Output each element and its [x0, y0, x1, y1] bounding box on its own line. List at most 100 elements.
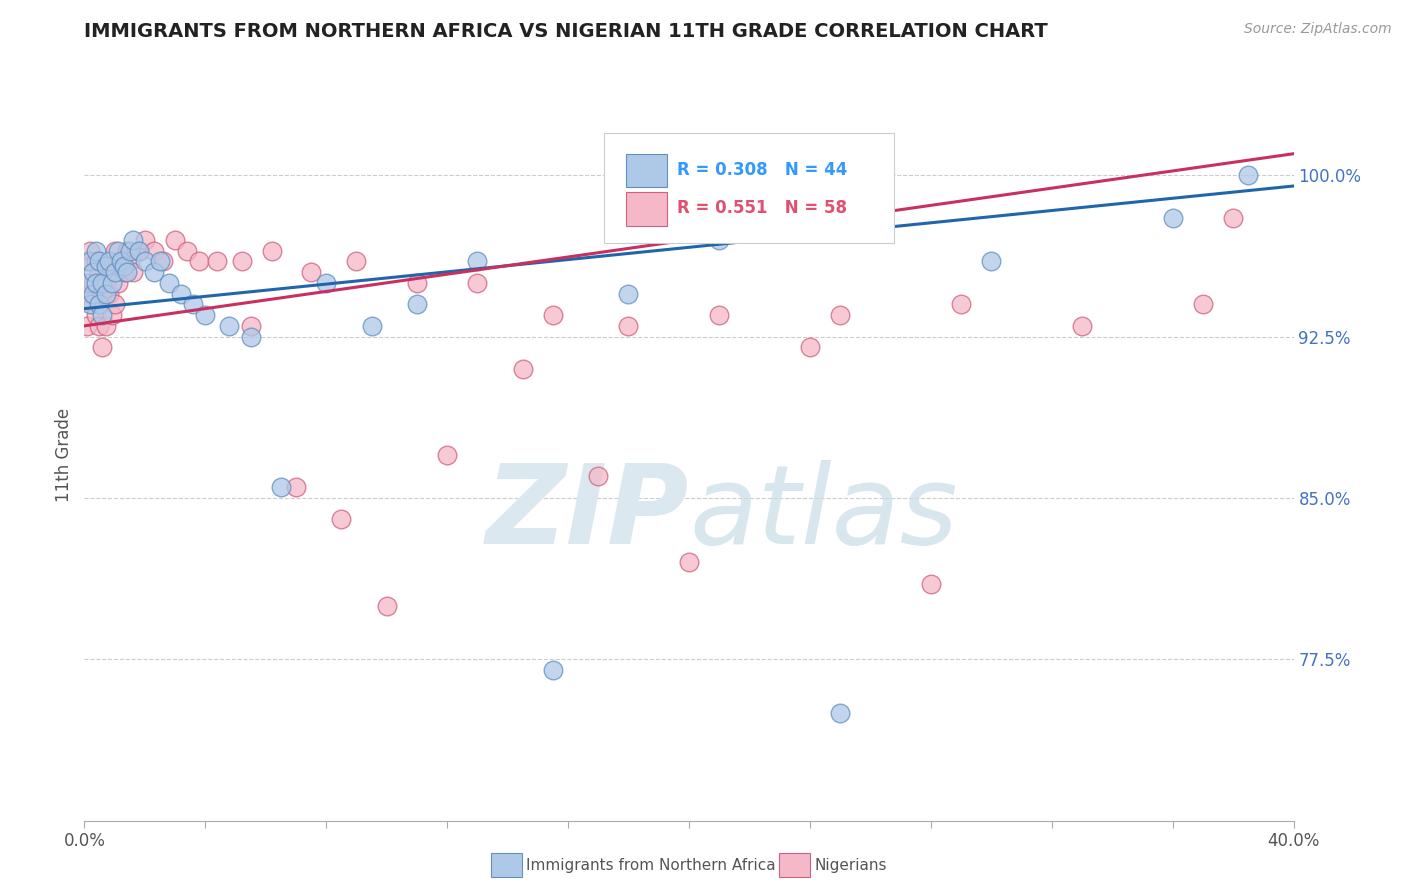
Point — [115, 244, 138, 258]
Text: Immigrants from Northern Africa: Immigrants from Northern Africa — [526, 858, 776, 872]
FancyBboxPatch shape — [605, 133, 894, 243]
Point — [76, 276, 98, 290]
Point — [239, 329, 262, 343]
Point — [91, 308, 114, 322]
Point — [512, 362, 534, 376]
Point — [207, 254, 229, 268]
Point — [89, 254, 111, 268]
Point — [830, 706, 852, 720]
Point — [91, 340, 114, 354]
Point — [541, 663, 564, 677]
Point — [97, 286, 120, 301]
Point — [406, 297, 429, 311]
Point — [950, 297, 973, 311]
Text: ZIP: ZIP — [485, 460, 689, 567]
Text: IMMIGRANTS FROM NORTHERN AFRICA VS NIGERIAN 11TH GRADE CORRELATION CHART: IMMIGRANTS FROM NORTHERN AFRICA VS NIGER… — [84, 22, 1047, 41]
Point — [79, 297, 101, 311]
Point — [94, 276, 117, 290]
Point — [107, 244, 129, 258]
Point — [104, 244, 127, 258]
Point — [709, 233, 731, 247]
Point — [91, 276, 114, 290]
Point — [128, 244, 150, 258]
Point — [346, 254, 368, 268]
Point — [142, 265, 165, 279]
Point — [110, 254, 132, 268]
Point — [94, 286, 117, 301]
FancyBboxPatch shape — [626, 153, 668, 187]
Point — [110, 254, 132, 268]
Text: R = 0.551   N = 58: R = 0.551 N = 58 — [676, 200, 846, 218]
Point — [799, 340, 821, 354]
Point — [86, 254, 108, 268]
Point — [830, 308, 852, 322]
Point — [406, 276, 429, 290]
Point — [115, 265, 138, 279]
Point — [89, 265, 111, 279]
Point — [152, 254, 174, 268]
Point — [218, 318, 240, 333]
Point — [142, 244, 165, 258]
Y-axis label: 11th Grade: 11th Grade — [55, 408, 73, 502]
Point — [104, 297, 127, 311]
Point — [176, 244, 198, 258]
Point — [436, 448, 458, 462]
Point — [86, 244, 108, 258]
Point — [82, 286, 104, 301]
Point — [149, 254, 172, 268]
Point — [82, 276, 104, 290]
Point — [79, 286, 101, 301]
Point — [100, 259, 122, 273]
Point — [94, 318, 117, 333]
Point — [76, 254, 98, 268]
Point — [315, 276, 337, 290]
Point — [89, 318, 111, 333]
Point — [112, 259, 135, 273]
Point — [285, 480, 308, 494]
Point — [86, 308, 108, 322]
Point — [709, 308, 731, 322]
Point — [588, 469, 610, 483]
Point — [165, 233, 187, 247]
Point — [76, 318, 98, 333]
Point — [330, 512, 353, 526]
Point — [617, 318, 640, 333]
Point — [112, 265, 135, 279]
Point — [170, 286, 193, 301]
Point — [1222, 211, 1244, 226]
Point — [118, 254, 141, 268]
Point — [375, 599, 398, 613]
Point — [231, 254, 253, 268]
Point — [194, 308, 217, 322]
Point — [467, 254, 489, 268]
Point — [86, 276, 108, 290]
Point — [128, 244, 150, 258]
Point — [79, 254, 101, 268]
Point — [97, 254, 120, 268]
Text: Source: ZipAtlas.com: Source: ZipAtlas.com — [1244, 22, 1392, 37]
Point — [121, 265, 143, 279]
Point — [181, 297, 204, 311]
Point — [79, 244, 101, 258]
Point — [980, 254, 1002, 268]
Point — [260, 244, 283, 258]
Point — [100, 276, 122, 290]
Point — [82, 265, 104, 279]
FancyBboxPatch shape — [626, 193, 668, 226]
Point — [134, 254, 156, 268]
Point — [89, 297, 111, 311]
Point — [1161, 211, 1184, 226]
Point — [1237, 168, 1260, 182]
Point — [239, 318, 262, 333]
Point — [134, 233, 156, 247]
Point — [541, 308, 564, 322]
Point — [104, 265, 127, 279]
Point — [121, 233, 143, 247]
Point — [299, 265, 322, 279]
Point — [920, 577, 942, 591]
Point — [118, 244, 141, 258]
Point — [107, 276, 129, 290]
Point — [97, 265, 120, 279]
Point — [467, 276, 489, 290]
Text: Nigerians: Nigerians — [814, 858, 887, 872]
